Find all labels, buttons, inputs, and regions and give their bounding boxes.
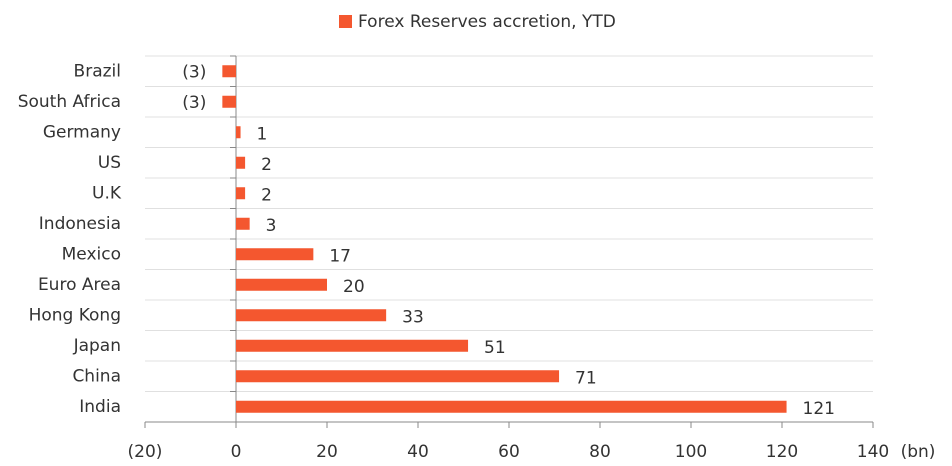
- y-tick-label: US: [98, 153, 121, 173]
- y-tick-label: India: [79, 397, 121, 417]
- bar: [236, 370, 560, 383]
- y-tick-label: Euro Area: [38, 275, 121, 295]
- value-label: 71: [575, 368, 597, 388]
- value-label: 20: [343, 277, 365, 297]
- legend-swatch: [339, 15, 352, 28]
- x-tick-label: 40: [407, 442, 429, 462]
- bar: [236, 278, 327, 291]
- bar: [236, 126, 241, 139]
- value-label: 51: [484, 338, 506, 358]
- y-tick-label: U.K: [92, 183, 122, 203]
- bar: [236, 156, 246, 169]
- value-label: 2: [261, 185, 272, 205]
- x-axis-label: (bn): [901, 442, 936, 462]
- x-tick-label: 100: [675, 442, 707, 462]
- y-tick-label: Hong Kong: [29, 305, 121, 325]
- bar: [236, 339, 469, 352]
- x-tick-label: 120: [766, 442, 798, 462]
- bar: [236, 309, 387, 322]
- value-label: 33: [402, 307, 424, 327]
- y-tick-label: Germany: [43, 122, 121, 142]
- x-tick-label: 80: [589, 442, 611, 462]
- x-tick-label: 20: [316, 442, 338, 462]
- x-tick-label: 140: [857, 442, 889, 462]
- bar: [236, 187, 246, 200]
- legend-label: Forex Reserves accretion, YTD: [358, 12, 616, 32]
- bar: [222, 65, 236, 78]
- x-tick-label: 60: [498, 442, 520, 462]
- y-tick-label: Japan: [73, 336, 121, 356]
- value-label: 3: [266, 216, 277, 236]
- y-tick-label: China: [72, 366, 121, 386]
- value-label: 2: [261, 155, 272, 175]
- x-tick-label: 0: [231, 442, 242, 462]
- value-label: (3): [182, 93, 206, 113]
- value-label: 1: [257, 124, 268, 144]
- bar: [222, 95, 236, 108]
- bar: [236, 217, 250, 230]
- value-label: 17: [329, 246, 351, 266]
- y-tick-label: South Africa: [18, 92, 121, 112]
- y-tick-label: Mexico: [62, 244, 121, 264]
- y-tick-label: Brazil: [74, 61, 121, 81]
- value-label: (3): [182, 62, 206, 82]
- value-label: 121: [803, 399, 835, 419]
- x-tick-label: (20): [128, 442, 163, 462]
- bar: [236, 248, 314, 261]
- bar: [236, 400, 787, 413]
- y-tick-label: Indonesia: [39, 214, 121, 234]
